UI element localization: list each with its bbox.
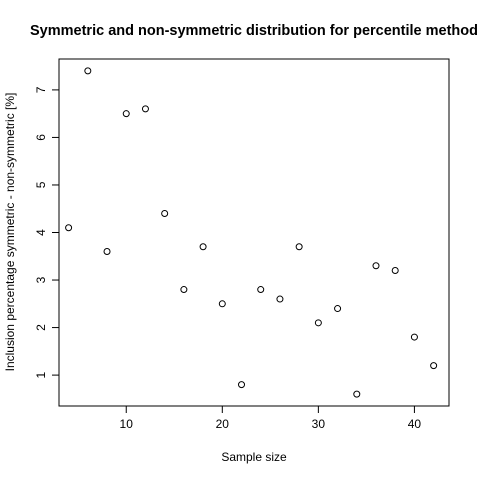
x-axis-label: Sample size	[221, 450, 287, 464]
data-point	[334, 305, 342, 313]
x-axis: 10 20 30 40	[120, 405, 422, 431]
data-point	[353, 390, 361, 398]
data-point	[314, 319, 322, 327]
y-tick-label: 6	[34, 134, 48, 141]
data-point	[65, 224, 73, 232]
data-point	[161, 209, 169, 217]
data-point	[430, 362, 438, 370]
data-point	[84, 67, 92, 75]
data-point	[295, 243, 303, 251]
chart-title: Symmetric and non-symmetric distribution…	[30, 23, 478, 39]
x-tick-label: 20	[216, 417, 230, 431]
x-tick-label: 30	[312, 417, 326, 431]
data-point	[257, 286, 265, 294]
x-tick-label: 10	[120, 417, 134, 431]
data-point	[218, 300, 226, 308]
data-point	[122, 110, 130, 118]
y-tick-label: 3	[34, 276, 48, 283]
data-points	[65, 67, 438, 398]
data-point	[372, 262, 380, 270]
y-tick-label: 1	[34, 371, 48, 378]
y-tick-label: 7	[34, 86, 48, 93]
data-point	[410, 333, 418, 341]
y-axis: 1 2 3 4 5 6 7	[34, 86, 60, 378]
data-point	[391, 267, 399, 275]
data-point	[141, 105, 149, 113]
plot-box	[58, 58, 450, 407]
data-point	[199, 243, 207, 251]
y-axis-label: Inclusion percentage symmetric - non-sym…	[3, 93, 17, 372]
x-tick-label: 40	[408, 417, 422, 431]
y-tick-label: 2	[34, 324, 48, 331]
data-point	[180, 286, 188, 294]
data-point	[238, 381, 246, 389]
y-tick-label: 4	[34, 229, 48, 236]
y-tick-label: 5	[34, 181, 48, 188]
data-point	[103, 248, 111, 256]
data-point	[276, 295, 284, 303]
